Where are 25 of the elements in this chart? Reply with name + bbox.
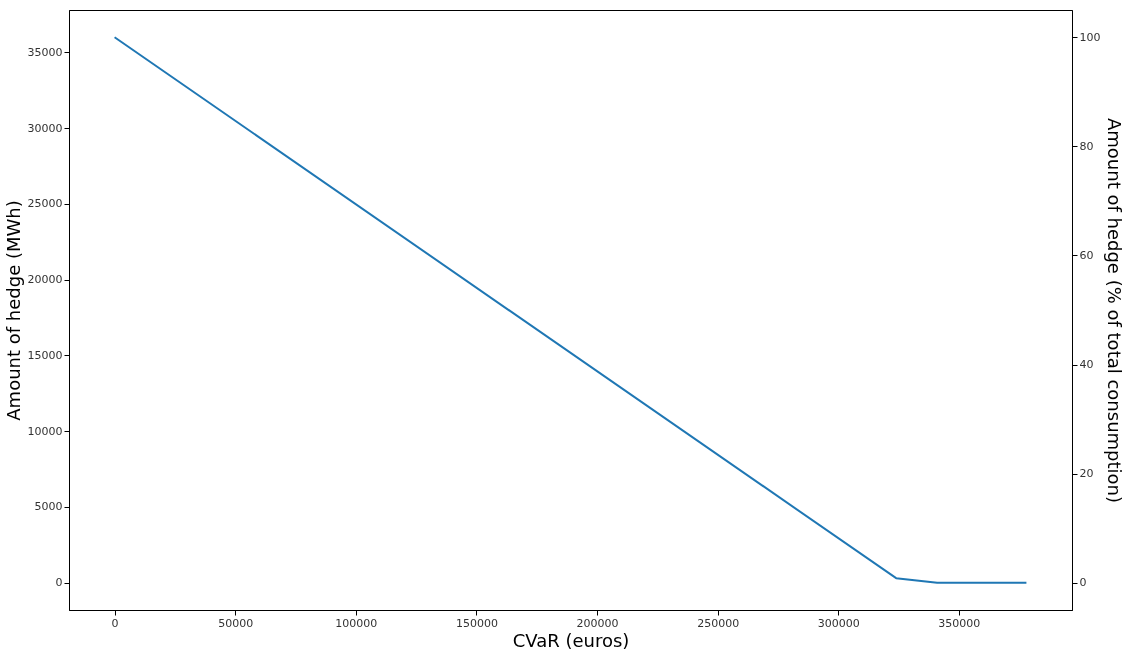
y-tick-label: 20000 <box>27 273 63 287</box>
y-tick-label: 35000 <box>27 45 63 59</box>
y-tick-label: 15000 <box>27 348 63 362</box>
y2-tick-label: 60 <box>1079 248 1094 262</box>
x-tick-label: 150000 <box>455 616 498 630</box>
y2-tick-label: 80 <box>1079 139 1094 153</box>
y-tick-label: 0 <box>55 576 63 590</box>
y-axis-title: Amount of hedge (MWh) <box>2 200 24 421</box>
x-axis-title: CVaR (euros) <box>512 629 630 651</box>
y2-axis-title: Amount of hedge (% of total consumption) <box>1104 117 1126 504</box>
x-tick-label: 250000 <box>697 616 740 630</box>
x-tick-label: 300000 <box>817 616 860 630</box>
y2-tick-label: 20 <box>1079 467 1094 481</box>
x-tick-label: 100000 <box>335 616 378 630</box>
y-tick-label: 25000 <box>27 197 63 211</box>
y2-tick-label: 0 <box>1079 576 1087 590</box>
y-tick-label: 5000 <box>34 500 63 514</box>
x-tick-label: 200000 <box>576 616 619 630</box>
x-tick-label: 0 <box>111 616 119 630</box>
x-tick-label: 350000 <box>938 616 981 630</box>
y-tick-label: 10000 <box>27 424 63 438</box>
y2-tick-label: 40 <box>1079 358 1094 372</box>
x-tick-label: 50000 <box>218 616 254 630</box>
y2-tick-label: 100 <box>1079 30 1101 44</box>
y-tick-label: 30000 <box>27 121 63 135</box>
